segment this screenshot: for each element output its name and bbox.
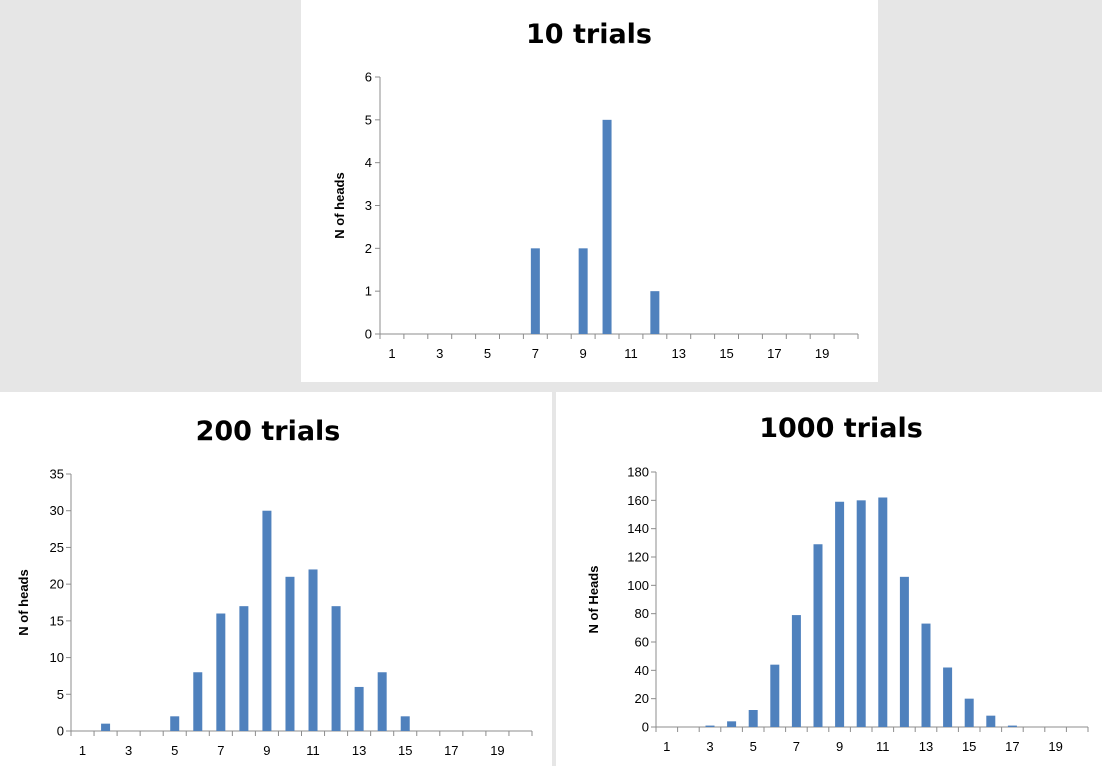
y-tick-label: 20: [50, 577, 64, 592]
bar-10: [856, 500, 866, 727]
x-tick-label: 15: [719, 346, 733, 361]
x-tick-label: 17: [1005, 739, 1019, 754]
y-tick-label: 6: [365, 70, 372, 85]
y-tick-label: 35: [50, 467, 64, 482]
x-tick-label: 11: [624, 346, 638, 361]
chart-panel-1000-trials: 1000 trials N of Heads 0 20 40 60 80 100 120 140 1…: [556, 392, 1102, 766]
y-tick-label: 160: [627, 493, 649, 508]
y-tick-label: 5: [365, 112, 372, 127]
bar-14: [943, 667, 953, 727]
bar-7: [791, 615, 801, 727]
bar-15: [964, 698, 974, 727]
bar-9: [578, 248, 588, 334]
y-tick-label: 5: [57, 687, 64, 702]
y-tick-label: 3: [365, 198, 372, 213]
x-tick-label: 13: [672, 346, 686, 361]
bar-15: [400, 716, 410, 731]
x-tick-label: 11: [306, 743, 320, 758]
bar-6: [770, 664, 780, 727]
bar-9: [835, 501, 845, 727]
chart-title: 10 trials: [526, 19, 652, 50]
y-tick-label: 100: [627, 578, 649, 593]
x-tick-label: 7: [217, 743, 224, 758]
bar-9: [262, 510, 272, 731]
bar-10: [285, 576, 295, 731]
bar-5: [748, 710, 758, 727]
bar-11: [308, 569, 318, 731]
x-tick-label: 7: [532, 346, 539, 361]
bar-12: [899, 576, 909, 727]
x-tick-label: 3: [436, 346, 443, 361]
x-tick-label: 5: [484, 346, 491, 361]
x-tick-label: 11: [876, 739, 890, 754]
y-tick-label: 4: [365, 155, 372, 170]
x-tick-label: 5: [171, 743, 178, 758]
x-tick-label: 1: [388, 346, 395, 361]
x-tick-label: 17: [767, 346, 781, 361]
bar-2: [101, 723, 111, 731]
bar-8: [239, 606, 249, 731]
y-tick-label: 25: [50, 540, 64, 555]
bar-13: [354, 686, 364, 731]
bar-16: [986, 715, 996, 727]
y-tick-label: 180: [627, 465, 649, 480]
y-tick-label: 0: [57, 724, 64, 739]
bar-17: [1007, 725, 1017, 727]
bar-5: [170, 716, 180, 731]
x-tick-label: 13: [352, 743, 366, 758]
x-tick-label: 15: [962, 739, 976, 754]
x-tick-label: 19: [1048, 739, 1062, 754]
x-tick-label: 19: [815, 346, 829, 361]
bar-12: [331, 606, 341, 731]
y-axis-label: N of heads: [332, 172, 347, 238]
chart-panel-200-trials: 200 trials N of heads 0 5 10 15 20 25 30 35 1 3 5 7 9 1…: [0, 392, 552, 766]
chart-title: 200 trials: [196, 416, 341, 447]
x-tick-label: 1: [79, 743, 86, 758]
bar-8: [813, 544, 823, 727]
y-tick-label: 0: [365, 327, 372, 342]
x-tick-label: 9: [836, 739, 843, 754]
x-tick-label: 5: [750, 739, 757, 754]
x-tick-label: 9: [263, 743, 270, 758]
y-tick-label: 40: [635, 663, 649, 678]
bar-13: [921, 623, 931, 727]
x-tick-label: 13: [919, 739, 933, 754]
y-tick-label: 80: [635, 606, 649, 621]
y-tick-label: 2: [365, 241, 372, 256]
x-tick-label: 1: [663, 739, 670, 754]
y-tick-label: 0: [642, 720, 649, 735]
x-tick-label: 3: [706, 739, 713, 754]
bar-10: [602, 119, 612, 334]
chart-title: 1000 trials: [759, 413, 923, 444]
x-tick-label: 19: [490, 743, 504, 758]
y-tick-label: 140: [627, 521, 649, 536]
y-tick-label: 60: [635, 635, 649, 650]
bar-7: [216, 613, 226, 731]
x-tick-label: 7: [793, 739, 800, 754]
y-tick-label: 30: [50, 503, 64, 518]
chart-panel-10-trials: 10 trials N of heads 0 1 2 3 4 5 6 1 3 5 7 9 11 13 15 17 1…: [301, 0, 878, 382]
y-tick-label: 20: [635, 691, 649, 706]
y-tick-label: 15: [50, 613, 64, 628]
bar-3: [705, 725, 715, 727]
bar-6: [193, 672, 203, 731]
y-tick-label: 1: [365, 284, 372, 299]
y-axis-label: N of Heads: [586, 566, 601, 634]
bar-14: [377, 672, 387, 731]
y-tick-label: 10: [50, 650, 64, 665]
bar-12: [650, 291, 660, 334]
y-tick-label: 120: [627, 550, 649, 565]
y-axis-label: N of heads: [16, 569, 31, 635]
chart-1000-trials: 1000 trials N of Heads 0 20 40 60 80 100 120 140 1…: [586, 413, 1089, 754]
bar-4: [727, 721, 737, 727]
x-tick-label: 3: [125, 743, 132, 758]
bar-7: [530, 248, 540, 334]
bar-11: [878, 497, 888, 727]
x-tick-label: 9: [580, 346, 587, 361]
x-tick-label: 17: [444, 743, 458, 758]
x-tick-label: 15: [398, 743, 412, 758]
